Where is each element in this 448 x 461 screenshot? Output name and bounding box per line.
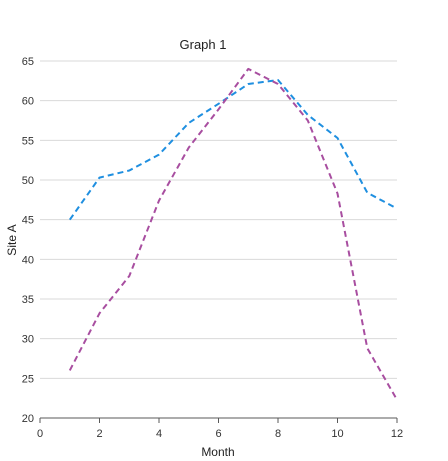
x-tick-label: 10	[331, 428, 343, 440]
series-line-1	[68, 79, 398, 221]
y-tick-label: 55	[22, 135, 34, 147]
x-tick-label: 0	[37, 428, 43, 440]
y-axis-label: Site A	[5, 224, 19, 255]
y-tick-label: 65	[22, 56, 34, 68]
x-tick-label: 4	[156, 428, 162, 440]
gridlines	[40, 60, 397, 379]
chart-title: Graph 1	[180, 37, 227, 52]
series-lines	[68, 67, 398, 401]
x-tick-label: 12	[391, 428, 403, 440]
y-tick-label: 35	[22, 294, 34, 306]
x-axis-label: Month	[201, 445, 234, 459]
series-line-2	[68, 67, 398, 401]
y-tick-label: 25	[22, 373, 34, 385]
y-tick-label: 45	[22, 215, 34, 227]
y-tick-label: 60	[22, 96, 34, 108]
x-tick-label: 8	[275, 428, 281, 440]
x-tick-label: 6	[215, 428, 221, 440]
y-tick-label: 20	[22, 413, 34, 425]
y-tick-label: 30	[22, 334, 34, 346]
y-tick-label: 40	[22, 254, 34, 266]
y-tick-label: 50	[22, 175, 34, 187]
x-tick-labels: 0 2 4 6 8 10 12	[37, 428, 403, 440]
axes	[39, 417, 398, 423]
x-tick-label: 2	[96, 428, 102, 440]
y-tick-labels: 20 25 30 35 40 45 50 55 60 65	[22, 56, 34, 425]
